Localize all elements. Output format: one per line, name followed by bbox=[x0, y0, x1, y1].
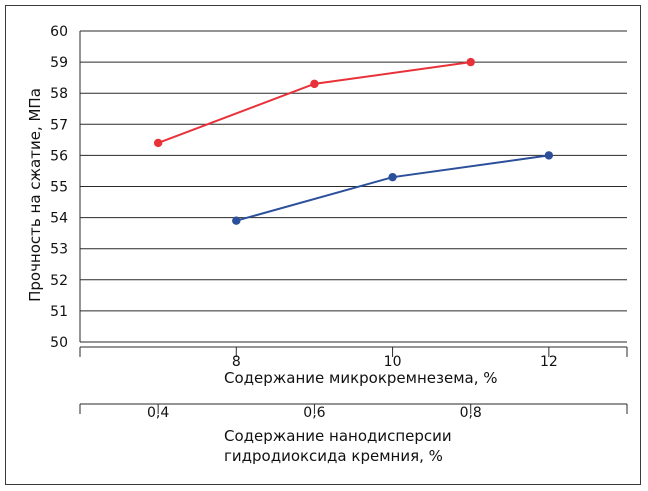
x-tick-label: 0,4 bbox=[147, 405, 169, 421]
x-axes: 8 10 12 Содержание микрокремнезема, % 0,4 0,6… bbox=[79, 346, 628, 465]
y-axis-ticks: 50 51 52 53 54 55 56 57 58 59 60 bbox=[50, 24, 68, 351]
x-tick-label: 12 bbox=[540, 354, 558, 370]
y-tick-label: 58 bbox=[50, 86, 68, 102]
y-tick-label: 51 bbox=[50, 304, 68, 320]
y-tick-label: 54 bbox=[50, 211, 68, 227]
data-point bbox=[232, 216, 241, 225]
y-tick-label: 60 bbox=[50, 24, 68, 40]
chart-frame bbox=[5, 5, 641, 485]
y-tick-label: 50 bbox=[50, 335, 68, 351]
y-tick-label: 57 bbox=[50, 117, 68, 133]
series-line bbox=[157, 61, 471, 144]
x-tick-label: 0,6 bbox=[303, 405, 325, 421]
x-axis-label: гидродиоксида кремния, % bbox=[224, 447, 443, 465]
x-tick-label: 0,8 bbox=[460, 405, 482, 421]
series-line bbox=[236, 154, 549, 222]
data-point bbox=[153, 138, 163, 148]
data-point bbox=[544, 151, 554, 160]
data-series bbox=[153, 57, 554, 225]
y-tick-label: 56 bbox=[50, 148, 68, 164]
y-tick-label: 53 bbox=[50, 242, 68, 258]
x-tick-label: 10 bbox=[384, 354, 402, 370]
x-tick-label: 8 bbox=[232, 354, 241, 370]
y-tick-label: 52 bbox=[50, 273, 68, 289]
x-axis-label: Содержание нанодисперсии bbox=[224, 427, 452, 445]
y-axis-label: Прочность на сжатие, МПа bbox=[26, 88, 44, 302]
data-point bbox=[310, 79, 319, 89]
y-tick-label: 59 bbox=[50, 55, 68, 71]
data-point bbox=[388, 172, 397, 182]
x-axis-label: Содержание микрокремнезема, % bbox=[224, 369, 498, 387]
y-tick-label: 55 bbox=[50, 180, 68, 196]
data-point bbox=[466, 57, 475, 67]
grid-lines bbox=[79, 30, 627, 343]
